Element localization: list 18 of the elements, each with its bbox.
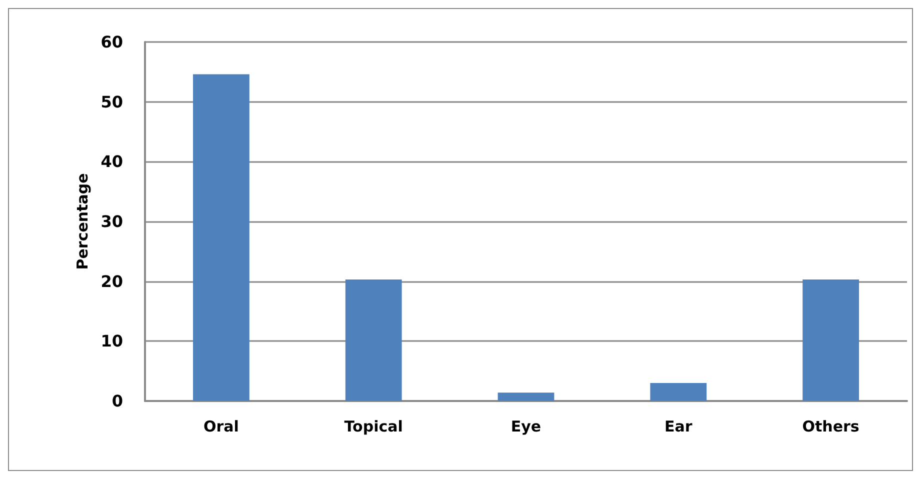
bar bbox=[650, 383, 707, 401]
y-tick-label: 60 bbox=[100, 32, 123, 52]
y-tick-label: 0 bbox=[112, 392, 123, 410]
bar bbox=[193, 74, 250, 401]
bar bbox=[802, 280, 859, 401]
x-tick-label: Ear bbox=[664, 418, 693, 436]
y-tick-label: 30 bbox=[100, 212, 123, 231]
y-tick-label: 20 bbox=[100, 272, 123, 291]
y-axis-title: Percentage bbox=[73, 173, 92, 270]
x-tick-label: Eye bbox=[510, 418, 542, 436]
y-tick-label: 10 bbox=[100, 332, 123, 351]
x-tick-label: Others bbox=[802, 418, 860, 436]
x-tick-label: Oral bbox=[203, 418, 239, 436]
bar bbox=[498, 392, 554, 401]
y-tick-label: 50 bbox=[100, 92, 123, 112]
bar bbox=[345, 280, 402, 401]
y-tick-label: 40 bbox=[100, 152, 123, 172]
x-tick-label: Topical bbox=[344, 418, 403, 436]
